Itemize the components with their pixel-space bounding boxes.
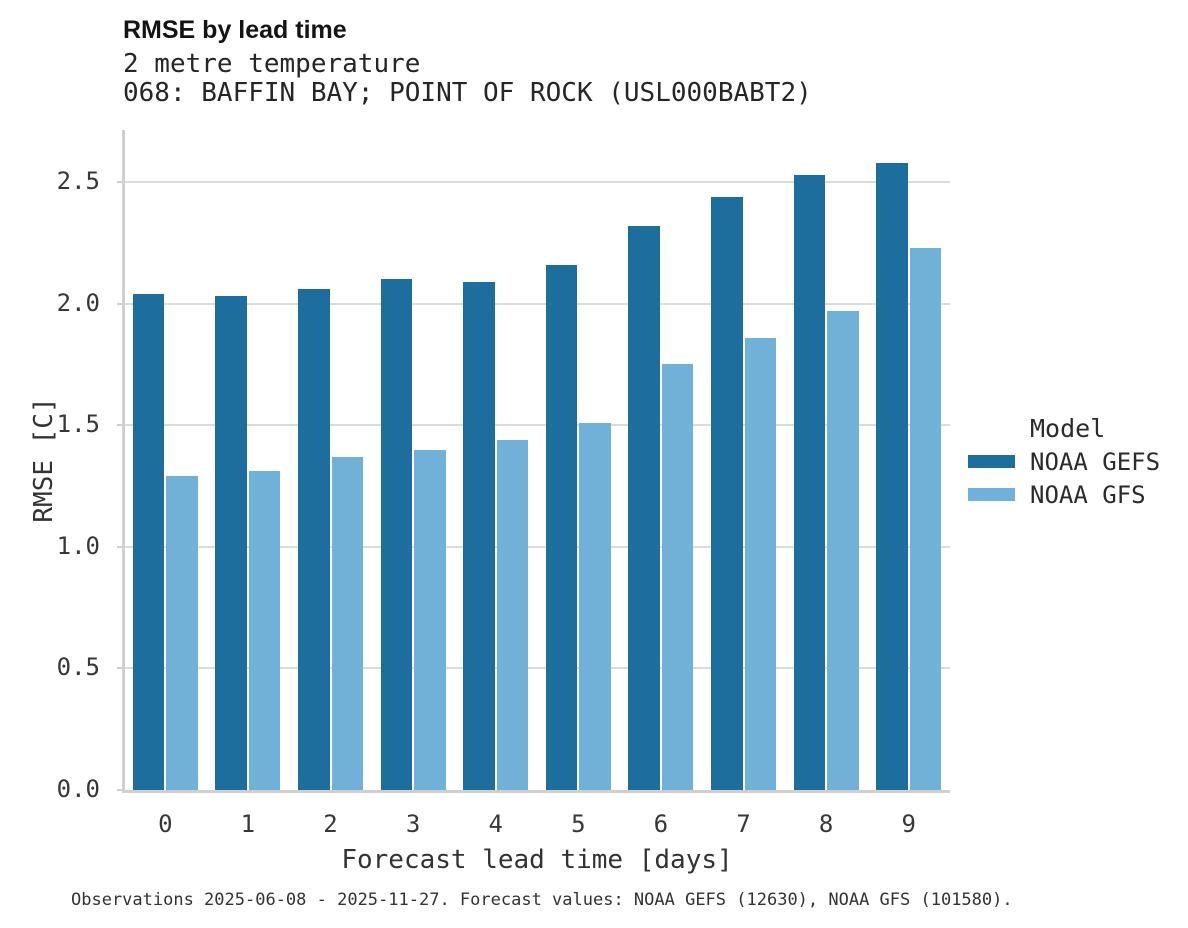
legend-label-noaa-gfs: NOAA GFS <box>1030 481 1146 509</box>
bar-noaa-gfs-day-0 <box>166 476 198 790</box>
y-tick-0.0 <box>117 789 124 791</box>
gridline-2.5 <box>124 181 950 183</box>
bar-noaa-gefs-day-4 <box>463 281 495 790</box>
bar-noaa-gefs-day-9 <box>876 162 908 790</box>
y-tick-label-1.5: 1.5 <box>56 410 100 439</box>
legend-title: Model <box>1030 414 1106 443</box>
gridline-0.5 <box>124 667 950 670</box>
bar-noaa-gefs-day-6 <box>628 225 660 790</box>
y-tick-label-2.5: 2.5 <box>56 167 100 195</box>
y-tick-label-2.0: 2.0 <box>56 288 100 317</box>
y-tick-2.0 <box>117 302 124 305</box>
legend-swatch-noaa-gefs <box>968 455 1015 468</box>
bar-noaa-gfs-day-3 <box>414 449 446 790</box>
chart-subtitle-line2: 068: BAFFIN BAY; POINT OF ROCK (USL000BA… <box>123 78 812 108</box>
chart-subtitle-line1: 2 metre temperature <box>123 49 421 79</box>
y-tick-1.0 <box>117 545 124 548</box>
bar-noaa-gfs-day-9 <box>909 247 942 790</box>
x-tick-label-4: 4 <box>488 810 503 838</box>
gridline-1.0 <box>124 545 950 548</box>
y-axis-line <box>122 130 125 793</box>
bar-noaa-gfs-day-2 <box>331 456 363 790</box>
bar-noaa-gefs-day-8 <box>793 174 826 790</box>
bar-noaa-gefs-day-1 <box>215 296 247 790</box>
x-axis-title: Forecast lead time [days] <box>341 845 733 875</box>
x-tick-label-2: 2 <box>323 810 338 838</box>
gridline-2.0 <box>124 302 950 305</box>
bar-noaa-gefs-day-7 <box>711 196 743 790</box>
bar-noaa-gfs-day-7 <box>744 337 776 790</box>
gridline-1.5 <box>124 424 950 427</box>
x-axis-line <box>122 790 950 793</box>
y-tick-0.5 <box>117 667 124 670</box>
bar-noaa-gfs-day-4 <box>496 439 529 790</box>
x-tick-label-8: 8 <box>818 810 834 838</box>
legend-swatch-noaa-gfs <box>968 488 1015 501</box>
bar-noaa-gefs-day-2 <box>298 289 330 790</box>
x-tick-label-9: 9 <box>901 810 916 838</box>
bar-noaa-gefs-day-0 <box>132 293 165 790</box>
y-tick-2.5 <box>117 181 124 183</box>
bar-noaa-gefs-day-5 <box>545 264 578 790</box>
x-tick-label-0: 0 <box>158 810 173 838</box>
x-tick-label-5: 5 <box>571 810 586 838</box>
y-tick-label-0.5: 0.5 <box>56 653 100 682</box>
x-tick-label-3: 3 <box>405 810 421 838</box>
y-tick-label-0.0: 0.0 <box>56 775 100 803</box>
chart-title: RMSE by lead time <box>123 16 347 44</box>
bar-noaa-gfs-day-5 <box>579 422 611 790</box>
footnote: Observations 2025-06-08 - 2025-11-27. Fo… <box>71 890 1013 910</box>
legend-label-noaa-gefs: NOAA GEFS <box>1030 448 1161 476</box>
x-tick-label-1: 1 <box>240 810 256 838</box>
x-tick-label-6: 6 <box>653 810 669 838</box>
bar-noaa-gfs-day-6 <box>661 364 694 790</box>
y-tick-label-1.0: 1.0 <box>56 531 100 560</box>
y-axis-title: RMSE [C] <box>29 397 59 523</box>
x-tick-label-7: 7 <box>736 810 751 838</box>
bar-noaa-gfs-day-8 <box>827 310 859 790</box>
y-tick-1.5 <box>117 424 124 427</box>
bar-noaa-gefs-day-3 <box>380 279 413 790</box>
bar-noaa-gfs-day-1 <box>248 471 281 790</box>
